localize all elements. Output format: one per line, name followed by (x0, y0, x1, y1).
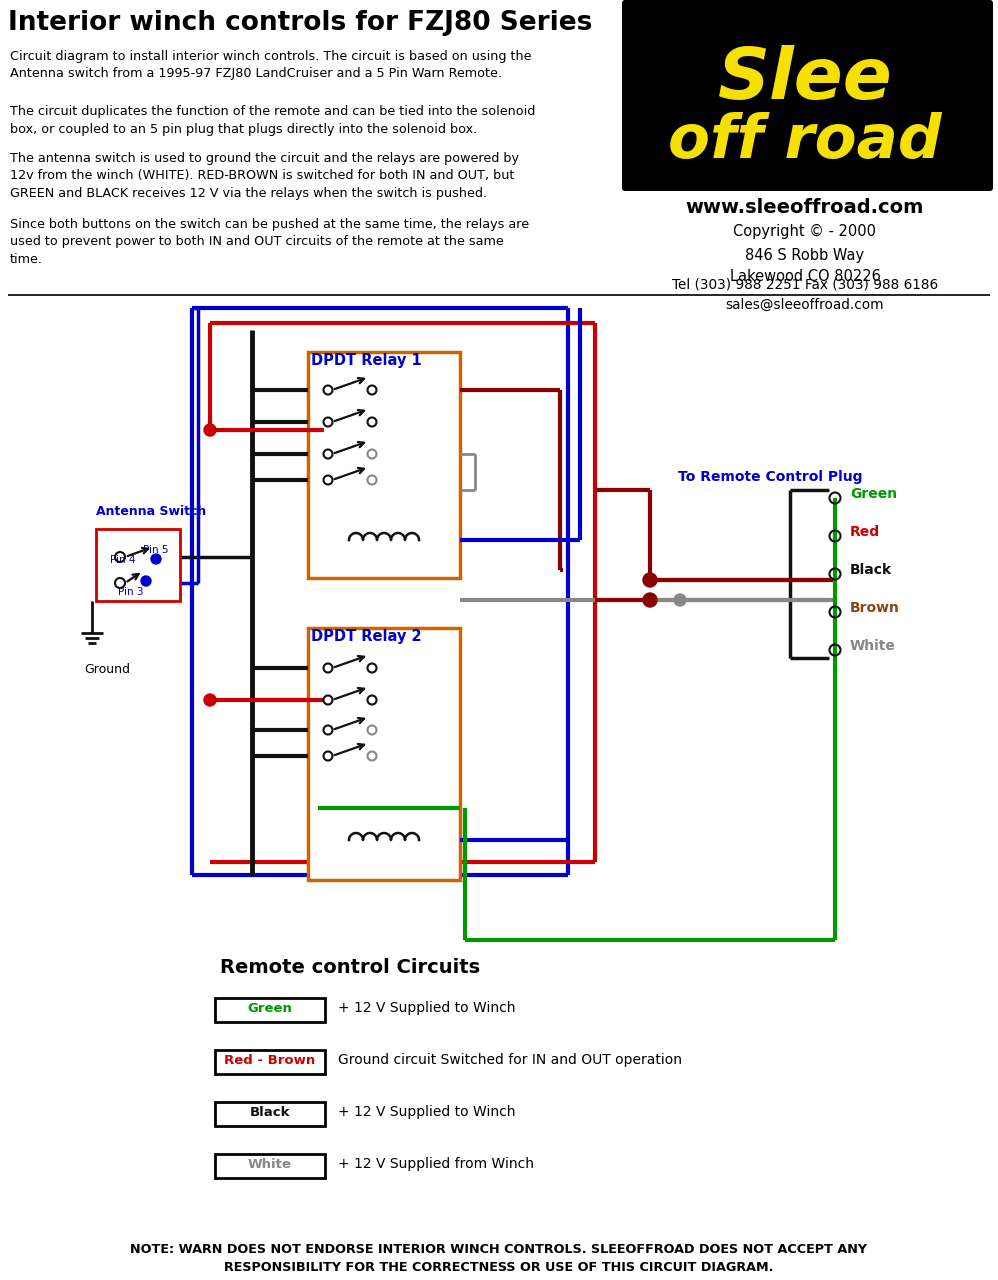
Circle shape (643, 573, 657, 588)
Circle shape (204, 424, 216, 436)
Text: DPDT Relay 2: DPDT Relay 2 (311, 628, 421, 644)
Text: To Remote Control Plug: To Remote Control Plug (679, 470, 863, 484)
Text: Pin 5: Pin 5 (143, 545, 169, 556)
Text: The antenna switch is used to ground the circuit and the relays are powered by
1: The antenna switch is used to ground the… (10, 152, 519, 200)
Bar (308, 628, 460, 881)
Text: Ground: Ground (84, 663, 130, 676)
Text: White: White (850, 639, 896, 653)
Text: + 12 V Supplied to Winch: + 12 V Supplied to Winch (338, 1105, 516, 1119)
Text: DPDT Relay 1: DPDT Relay 1 (311, 353, 422, 369)
Text: Copyright © - 2000: Copyright © - 2000 (734, 224, 876, 239)
Text: Black: Black (250, 1106, 290, 1119)
Text: Slee: Slee (718, 45, 892, 114)
Text: Tel (303) 988 2251 Fax (303) 988 6186
sales@sleeoffroad.com: Tel (303) 988 2251 Fax (303) 988 6186 sa… (672, 278, 938, 311)
Text: + 12 V Supplied to Winch: + 12 V Supplied to Winch (338, 1001, 516, 1015)
Text: Remote control Circuits: Remote control Circuits (220, 957, 480, 977)
Text: NOTE: WARN DOES NOT ENDORSE INTERIOR WINCH CONTROLS. SLEEOFFROAD DOES NOT ACCEPT: NOTE: WARN DOES NOT ENDORSE INTERIOR WIN… (131, 1243, 867, 1274)
Circle shape (141, 576, 151, 586)
Text: Green: Green (850, 486, 897, 500)
Bar (215, 998, 325, 1021)
Text: White: White (249, 1157, 292, 1170)
Text: 846 S Robb Way
Lakewood CO 80226: 846 S Robb Way Lakewood CO 80226 (730, 248, 880, 284)
Text: Ground circuit Switched for IN and OUT operation: Ground circuit Switched for IN and OUT o… (338, 1053, 682, 1068)
Text: Circuit diagram to install interior winch controls. The circuit is based on usin: Circuit diagram to install interior winc… (10, 50, 532, 81)
Text: Pin 4: Pin 4 (110, 556, 136, 564)
Text: Red: Red (850, 525, 880, 539)
Text: Green: Green (248, 1001, 292, 1015)
Text: Since both buttons on the switch can be pushed at the same time, the relays are
: Since both buttons on the switch can be … (10, 218, 529, 266)
Text: + 12 V Supplied from Winch: + 12 V Supplied from Winch (338, 1157, 534, 1171)
Circle shape (643, 593, 657, 607)
Text: Pin 3: Pin 3 (118, 588, 144, 596)
FancyBboxPatch shape (622, 0, 993, 191)
Circle shape (204, 694, 216, 707)
Text: Brown: Brown (850, 602, 900, 614)
Bar (215, 1102, 325, 1126)
Text: Black: Black (850, 563, 892, 577)
Text: Red - Brown: Red - Brown (225, 1053, 315, 1066)
Text: off road: off road (669, 111, 942, 172)
Circle shape (151, 554, 161, 564)
Bar (96, 529, 180, 602)
Text: The circuit duplicates the function of the remote and can be tied into the solen: The circuit duplicates the function of t… (10, 105, 535, 136)
Bar (215, 1050, 325, 1074)
Circle shape (674, 594, 686, 605)
Text: Interior winch controls for FZJ80 Series: Interior winch controls for FZJ80 Series (8, 10, 592, 36)
Bar (308, 352, 460, 579)
Text: Antenna Switch: Antenna Switch (96, 506, 207, 518)
Text: www.sleeoffroad.com: www.sleeoffroad.com (686, 198, 924, 218)
Bar (215, 1155, 325, 1178)
